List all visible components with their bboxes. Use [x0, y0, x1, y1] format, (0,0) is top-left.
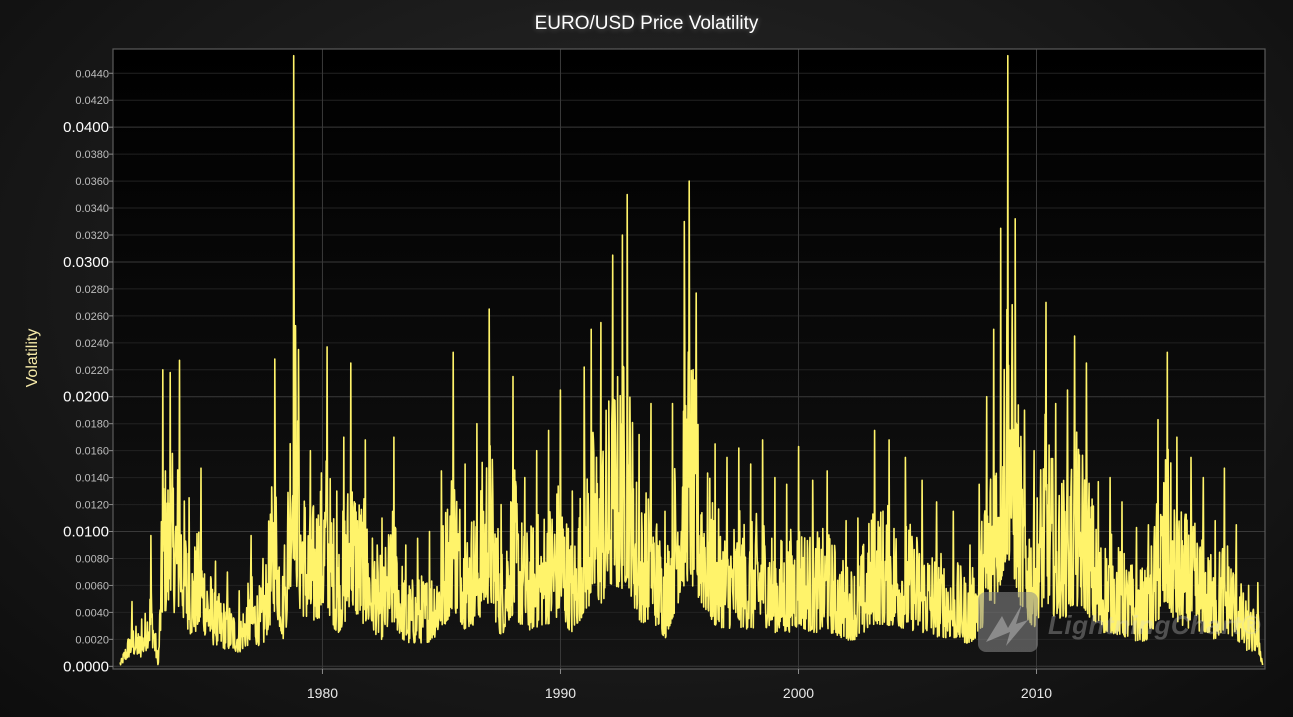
y-tick-label-minor: 0.0040 — [75, 607, 109, 619]
x-tick-label: 1980 — [307, 685, 338, 701]
y-tick-label-minor: 0.0060 — [75, 580, 109, 592]
series-layer — [119, 54, 1264, 666]
y-tick-label-major: 0.0000 — [63, 658, 109, 675]
y-tick-label-minor: 0.0280 — [75, 284, 109, 296]
y-tick-label-minor: 0.0020 — [75, 634, 109, 646]
y-tick-label-minor: 0.0180 — [75, 419, 109, 431]
plot-border — [112, 48, 1266, 670]
y-tick-label-major: 0.0200 — [63, 389, 109, 406]
lightningchart-watermark: LightningChart® — [1048, 610, 1261, 640]
y-tick-label-minor: 0.0420 — [75, 95, 109, 107]
y-tick-label-minor: 0.0160 — [75, 446, 109, 458]
x-tick-label: 1990 — [545, 685, 576, 701]
series-line-0 — [119, 54, 1264, 666]
y-tick-label-major: 0.0300 — [63, 254, 109, 271]
y-tick-label-minor: 0.0440 — [75, 68, 109, 80]
lightningchart-logo-icon — [978, 592, 1038, 652]
x-tick-label: 2010 — [1021, 685, 1052, 701]
chart-title: EURO/USD Price Volatility — [534, 13, 759, 34]
y-tick-label-minor: 0.0340 — [75, 203, 109, 215]
y-tick-label-minor: 0.0380 — [75, 149, 109, 161]
x-tick-label: 2000 — [783, 685, 814, 701]
y-tick-label-minor: 0.0140 — [75, 473, 109, 485]
y-tick-label-major: 0.0100 — [63, 524, 109, 541]
y-tick-label-major: 0.0400 — [63, 119, 109, 136]
y-tick-label-minor: 0.0120 — [75, 500, 109, 512]
y-tick-label-minor: 0.0360 — [75, 176, 109, 188]
x-axis-ticks: 1980 1990 2000 2010 — [307, 669, 1052, 701]
y-tick-label-minor: 0.0080 — [75, 553, 109, 565]
y-tick-label-minor: 0.0260 — [75, 311, 109, 323]
y-tick-label-minor: 0.0240 — [75, 338, 109, 350]
y-axis-ticks: 0.0020 0.0040 0.0060 0.0080 0.0120 0.0140 0.01… — [63, 68, 113, 675]
y-tick-label-minor: 0.0320 — [75, 230, 109, 242]
y-tick-label-minor: 0.0220 — [75, 365, 109, 377]
